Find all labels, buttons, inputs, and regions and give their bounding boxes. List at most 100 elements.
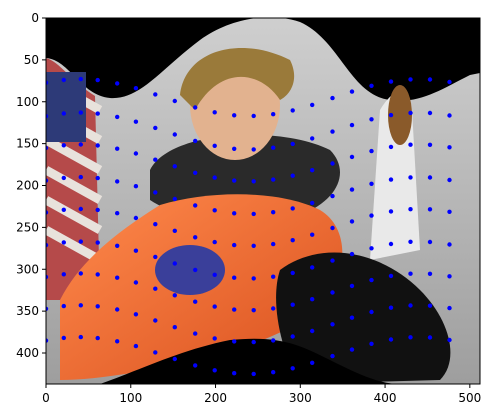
scatter-point (62, 272, 66, 276)
scatter-point (173, 293, 177, 297)
scatter-point (134, 86, 138, 90)
scatter-point (173, 164, 177, 168)
scatter-point (310, 297, 314, 301)
scatter-point (291, 334, 295, 338)
scatter-point (232, 243, 236, 247)
scatter-point (213, 368, 217, 372)
scatter-point (62, 208, 66, 212)
scatter-point (428, 240, 432, 244)
scatter-point (232, 178, 236, 182)
scatter-point (96, 272, 100, 276)
scatter-point (153, 92, 157, 96)
scatter-point (134, 216, 138, 220)
scatter-point (369, 246, 373, 250)
scatter-point (79, 142, 83, 146)
scatter-point (408, 143, 412, 147)
scatter-point (62, 78, 66, 82)
scatter-point (330, 322, 334, 326)
scatter-point (447, 242, 451, 246)
scatter-point (389, 274, 393, 278)
scatter-point (428, 335, 432, 339)
scatter-point (389, 242, 393, 246)
scatter-point (350, 89, 354, 93)
flag-canton (46, 72, 86, 142)
y-tick-label: 0 (31, 11, 39, 25)
scatter-point (389, 177, 393, 181)
scatter-point (408, 111, 412, 115)
scatter-point (62, 336, 66, 340)
scatter-point (310, 136, 314, 140)
scatter-point (134, 184, 138, 188)
scatter-point (173, 229, 177, 233)
mission-patch (155, 245, 225, 295)
scatter-point (369, 278, 373, 282)
scatter-point (330, 226, 334, 230)
scatter-point (350, 252, 354, 256)
scatter-point (96, 143, 100, 147)
scatter-point (134, 151, 138, 155)
scatter-point (350, 284, 354, 288)
scatter-point (252, 147, 256, 151)
y-axis-ticks: 050100150200250300350400 (16, 11, 46, 360)
scatter-point (79, 335, 83, 339)
y-tick-label: 100 (16, 95, 39, 109)
scatter-point (193, 203, 197, 207)
scatter-point (330, 96, 334, 100)
scatter-point (291, 366, 295, 370)
scatter-point (369, 342, 373, 346)
scatter-point (173, 325, 177, 329)
scatter-point (428, 111, 432, 115)
scatter-point (62, 304, 66, 308)
scatter-point (252, 276, 256, 280)
scatter-point (389, 337, 393, 341)
scatter-point (369, 149, 373, 153)
y-tick-label: 400 (16, 346, 39, 360)
scatter-point (408, 335, 412, 339)
scatter-point (96, 176, 100, 180)
scatter-point (193, 268, 197, 272)
scatter-point (153, 222, 157, 226)
scatter-point (369, 117, 373, 121)
scatter-point (134, 280, 138, 284)
scatter-point (271, 306, 275, 310)
scatter-point (252, 114, 256, 118)
scatter-point (115, 307, 119, 311)
scatter-point (389, 209, 393, 213)
scatter-point (213, 175, 217, 179)
scatter-point (153, 350, 157, 354)
scatter-point (369, 213, 373, 217)
scatter-point (153, 126, 157, 130)
scatter-point (310, 265, 314, 269)
scatter-point (389, 113, 393, 117)
x-axis-ticks: 0 100 200 300 400 500 (42, 384, 481, 405)
scatter-point (115, 147, 119, 151)
scatter-point (330, 161, 334, 165)
scatter-point (428, 207, 432, 211)
scatter-point (62, 111, 66, 115)
scatter-point (213, 304, 217, 308)
scatter-point (350, 219, 354, 223)
scatter-point (291, 174, 295, 178)
scatter-point (153, 190, 157, 194)
scatter-point (232, 147, 236, 151)
scatter-point (330, 290, 334, 294)
scatter-point (369, 84, 373, 88)
x-tick-label: 0 (42, 391, 50, 405)
scatter-point (310, 201, 314, 205)
scatter-point (408, 175, 412, 179)
scatter-point (173, 197, 177, 201)
scatter-point (96, 304, 100, 308)
scatter-point (173, 357, 177, 361)
scatter-point (389, 145, 393, 149)
scatter-point (213, 336, 217, 340)
scatter-point (291, 206, 295, 210)
scatter-point (153, 287, 157, 291)
scatter-point (271, 112, 275, 116)
scatter-point (115, 81, 119, 85)
scatter-point (271, 370, 275, 374)
scatter-point (447, 306, 451, 310)
scatter-point (115, 211, 119, 215)
x-tick-label: 300 (289, 391, 312, 405)
scatter-point (330, 258, 334, 262)
scatter-point (350, 123, 354, 127)
